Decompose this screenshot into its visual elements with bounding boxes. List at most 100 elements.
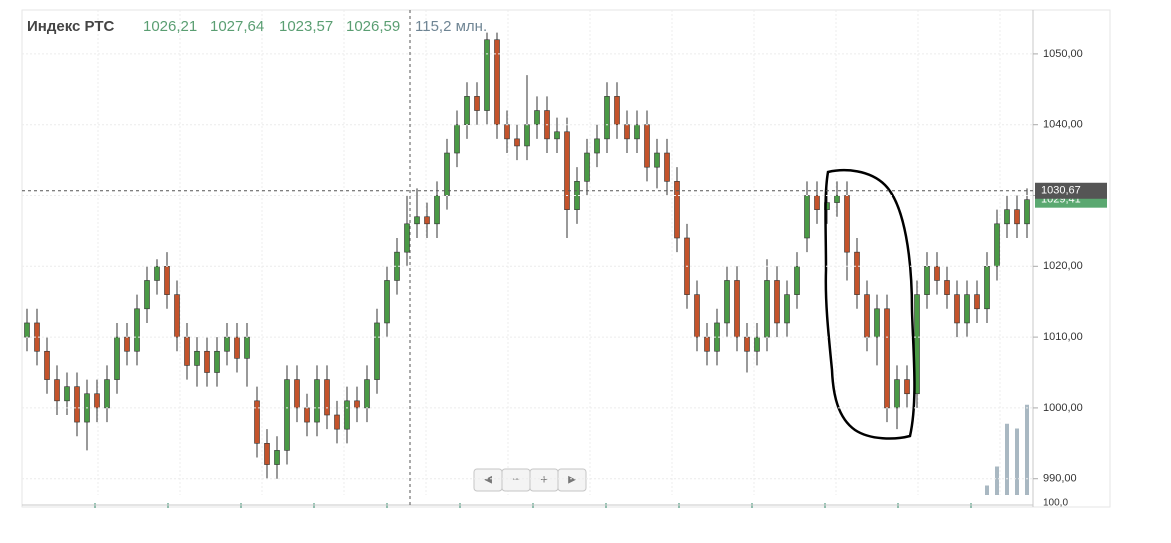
candle-body — [724, 280, 730, 324]
candle-body — [874, 308, 880, 338]
candle-body — [214, 350, 220, 373]
candle-body — [284, 379, 290, 451]
candle-body — [604, 96, 610, 140]
nav-button-label[interactable]: ► — [566, 471, 579, 486]
candle-body — [64, 386, 70, 402]
candle-body — [144, 280, 150, 310]
candle-body — [404, 223, 410, 253]
y-tick-label: 990,00 — [1043, 473, 1077, 485]
header-low: 1023,57 — [279, 18, 333, 35]
candle-body — [804, 195, 810, 239]
candle-body — [254, 400, 260, 444]
candle-body — [854, 251, 860, 295]
candle-body — [484, 39, 490, 111]
candle-body — [974, 294, 980, 310]
candle-body — [644, 124, 650, 168]
volume-bar — [1015, 428, 1019, 495]
hand-drawn-ellipse — [824, 168, 916, 440]
crosshair-box — [1035, 182, 1107, 199]
candle-body — [524, 124, 530, 147]
candle-body — [734, 280, 740, 338]
candle-body — [1004, 209, 1010, 225]
candle-body — [94, 393, 100, 409]
candle-body — [474, 96, 480, 111]
candle-body — [534, 110, 540, 126]
volume-bar — [985, 485, 989, 495]
candle-body — [834, 195, 840, 203]
candle-body — [494, 39, 500, 126]
candle-body — [44, 350, 50, 380]
candle-body — [624, 124, 630, 140]
candle-body — [424, 216, 430, 225]
candle-body — [934, 266, 940, 281]
candle-body — [1024, 199, 1030, 225]
candle-body — [594, 138, 600, 154]
plot-frame — [21, 9, 1111, 508]
y-tick-label: 1040,00 — [1043, 119, 1083, 131]
y-tick-label: 1010,00 — [1043, 331, 1083, 343]
nav-button-label[interactable]: + — [540, 471, 548, 486]
candle-body — [554, 131, 560, 140]
candle-body — [364, 379, 370, 409]
y-tick-label: 1050,00 — [1043, 48, 1083, 60]
candle-body — [164, 266, 170, 295]
header-open: 1026,21 — [143, 18, 197, 35]
candle-body — [384, 280, 390, 324]
candle-body — [24, 322, 30, 338]
candle-body — [104, 379, 110, 409]
candle-body — [204, 350, 210, 373]
candle-body — [944, 280, 950, 295]
candle-body — [134, 308, 140, 352]
candle-body — [954, 294, 960, 324]
header-volume: 115,2 млн. — [415, 18, 487, 35]
candle-body — [564, 131, 570, 210]
candle-body — [674, 181, 680, 239]
candle-body — [444, 152, 450, 196]
candle-body — [614, 96, 620, 126]
candle-body — [844, 195, 850, 253]
candle-body — [334, 414, 340, 430]
candle-body — [314, 379, 320, 423]
candle-body — [454, 124, 460, 154]
candle-body — [924, 266, 930, 295]
navigation: ◄ − + ► — [473, 468, 587, 492]
candle-body — [514, 138, 520, 147]
candle-body — [994, 223, 1000, 267]
candle-body — [694, 294, 700, 338]
candle-body — [704, 336, 710, 352]
header-high: 1027,64 — [210, 18, 264, 35]
candle-body — [464, 96, 470, 126]
candle-body — [764, 280, 770, 338]
candle-body — [814, 195, 820, 210]
volume-bar — [995, 466, 999, 495]
volume-axis-label: 100,0 — [1043, 498, 1068, 509]
candle-body — [264, 443, 270, 465]
candle-body — [894, 379, 900, 409]
candle-body — [184, 336, 190, 366]
candle-body — [124, 336, 130, 352]
candle-body — [74, 386, 80, 423]
candle-body — [1014, 209, 1020, 225]
crosshair-label: 1030,67 — [1041, 185, 1081, 197]
candle-body — [234, 336, 240, 359]
candle-body — [984, 266, 990, 310]
nav-button-label[interactable]: ◄ — [482, 471, 495, 486]
candle-body — [584, 152, 590, 182]
candle-body — [664, 152, 670, 182]
candle-body — [354, 400, 360, 409]
header-close: 1026,59 — [346, 18, 400, 35]
nav-button[interactable] — [557, 468, 587, 492]
candle-body — [374, 322, 380, 380]
candle-body — [414, 216, 420, 225]
candle-body — [224, 336, 230, 352]
candle-body — [194, 350, 200, 366]
candle-body — [784, 294, 790, 324]
candle-body — [504, 124, 510, 140]
candle-body — [344, 400, 350, 430]
candle-body — [634, 124, 640, 140]
volume-bar — [1005, 423, 1009, 495]
candle-body — [114, 336, 120, 380]
candle-body — [904, 379, 910, 395]
y-tick-label: 1020,00 — [1043, 260, 1083, 272]
